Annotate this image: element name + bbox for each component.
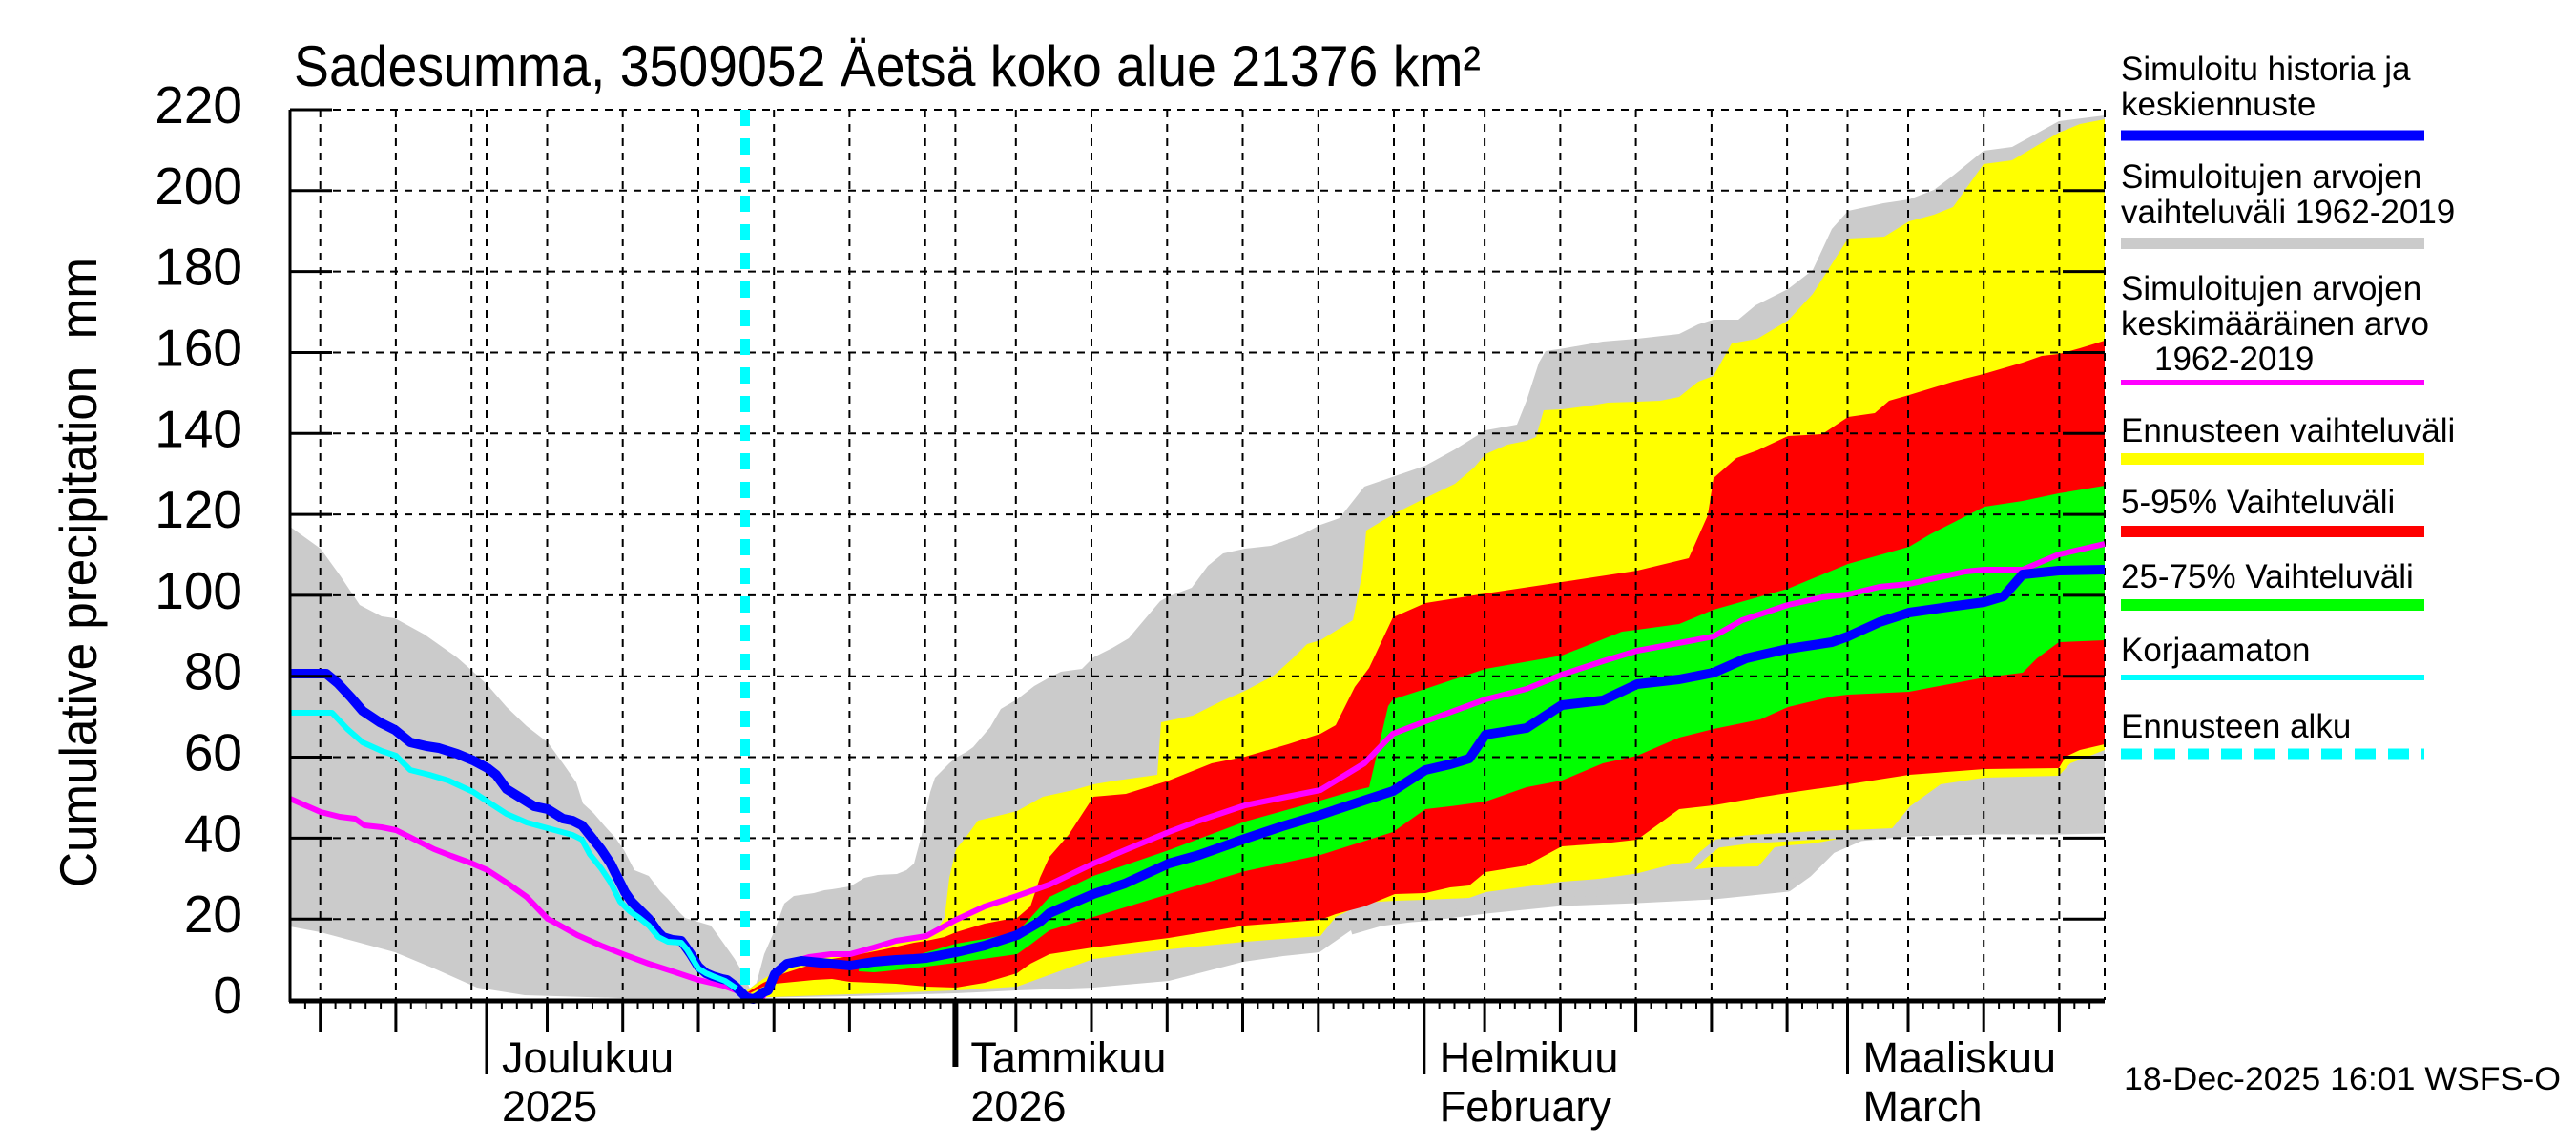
svg-text:Helmikuu: Helmikuu [1440, 1033, 1619, 1082]
svg-text:Simuloitujen arvojen: Simuloitujen arvojen [2121, 158, 2421, 196]
svg-text:18-Dec-2025 16:01 WSFS-O: 18-Dec-2025 16:01 WSFS-O [2124, 1061, 2561, 1097]
svg-text:Cumulative precipitation mm: Cumulative precipitation mm [49, 258, 108, 887]
svg-text:1962-2019: 1962-2019 [2154, 341, 2314, 378]
svg-text:Korjaamaton: Korjaamaton [2121, 632, 2310, 669]
svg-text:Ennusteen vaihteluväli: Ennusteen vaihteluväli [2121, 412, 2455, 449]
svg-text:Tammikuu: Tammikuu [970, 1033, 1166, 1082]
svg-text:200: 200 [155, 156, 242, 216]
svg-text:Ennusteen alku: Ennusteen alku [2121, 708, 2351, 745]
svg-text:140: 140 [155, 399, 242, 458]
svg-text:20: 20 [184, 885, 242, 944]
svg-text:keskiennuste: keskiennuste [2121, 86, 2316, 123]
svg-text:Sadesumma, 3509052 Äetsä koko: Sadesumma, 3509052 Äetsä koko alue 21376… [294, 34, 1481, 98]
svg-text:100: 100 [155, 561, 242, 620]
svg-text:keskimääräinen arvo: keskimääräinen arvo [2121, 305, 2429, 343]
svg-text:25-75% Vaihteluväli: 25-75% Vaihteluväli [2121, 558, 2414, 595]
svg-text:60: 60 [184, 723, 242, 782]
svg-text:March: March [1863, 1082, 1983, 1131]
svg-text:vaihteluväli 1962-2019: vaihteluväli 1962-2019 [2121, 194, 2455, 231]
svg-text:5-95% Vaihteluväli: 5-95% Vaihteluväli [2121, 484, 2395, 521]
svg-text:2025: 2025 [502, 1082, 597, 1131]
svg-text:Simuloitujen arvojen: Simuloitujen arvojen [2121, 270, 2421, 307]
svg-text:120: 120 [155, 480, 242, 539]
svg-text:40: 40 [184, 803, 242, 863]
svg-text:February: February [1440, 1082, 1612, 1131]
svg-text:220: 220 [155, 75, 242, 135]
svg-text:0: 0 [213, 966, 242, 1025]
svg-text:160: 160 [155, 319, 242, 378]
svg-text:Simuloitu historia ja: Simuloitu historia ja [2121, 51, 2411, 88]
svg-text:80: 80 [184, 642, 242, 701]
svg-text:2026: 2026 [970, 1082, 1066, 1131]
svg-text:Joulukuu: Joulukuu [502, 1033, 674, 1082]
svg-text:180: 180 [155, 238, 242, 297]
svg-text:Maaliskuu: Maaliskuu [1863, 1033, 2057, 1082]
